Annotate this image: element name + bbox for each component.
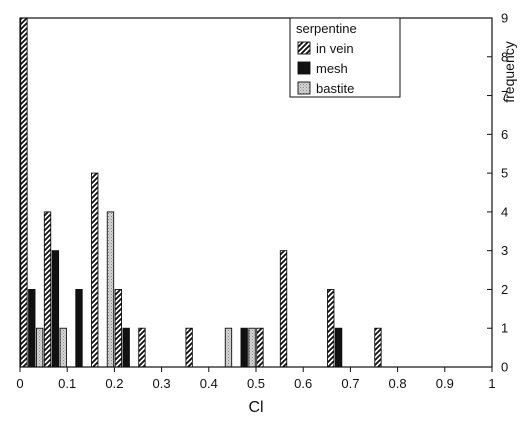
x-tick-label: 0: [16, 376, 23, 391]
bar-in-vein-1: [43, 211, 52, 368]
x-tick-label: 0.5: [247, 376, 265, 391]
legend-swatch-mesh: [297, 61, 311, 75]
legend-swatch-bastite: [297, 81, 311, 95]
bar-bastite-3: [224, 327, 233, 368]
bar-bastite-2: [106, 211, 115, 368]
x-tick-label: 0.4: [200, 376, 218, 391]
x-tick-label: 0.1: [58, 376, 76, 391]
y-axis-label: frequency: [501, 41, 517, 102]
y-axis-ticks: 0 1 2 3 4 5 6 7 8 9: [487, 11, 508, 375]
bar-in-vein-0: [20, 17, 28, 368]
x-tick-label: 1: [488, 376, 495, 391]
legend-label-bastite: bastite: [316, 81, 354, 96]
bar-in-vein-2: [91, 172, 99, 368]
y-tick-label: 8: [501, 49, 508, 64]
y-tick-label: 0: [501, 360, 508, 375]
bar-in-vein-7: [279, 250, 288, 368]
x-tick-label: 0.2: [105, 376, 123, 391]
x-axis-ticks: 0 0.1 0.2 0.3 0.4 0.5 0.6 0.7 0.8 0.9 1: [16, 367, 496, 391]
legend-title: serpentine: [296, 21, 357, 36]
bar-in-vein-9: [374, 327, 382, 368]
x-tick-label: 0.9: [436, 376, 454, 391]
legend-swatch-in-vein: [297, 41, 311, 55]
bar-in-vein-8: [327, 288, 335, 368]
bar-mesh-5: [334, 327, 343, 368]
bar-mesh-3: [122, 327, 130, 368]
bar-bastite-0: [35, 327, 44, 368]
y-tick-label: 5: [501, 166, 508, 181]
plot-frame: [19, 17, 493, 368]
legend-label-mesh: mesh: [316, 61, 348, 76]
bar-in-vein-3: [114, 288, 123, 368]
bar-mesh-4: [240, 327, 248, 368]
legend-items: in vein mesh bastite: [297, 41, 354, 96]
y-tick-label: 1: [501, 321, 508, 336]
bars-group: [20, 17, 382, 368]
x-tick-label: 0.8: [389, 376, 407, 391]
x-tick-label: 0.3: [153, 376, 171, 391]
x-tick-label: 0.7: [341, 376, 359, 391]
bar-mesh-2: [75, 288, 83, 368]
bar-in-vein-6: [256, 327, 264, 368]
bar-bastite-1: [59, 327, 67, 368]
y-tick-label: 2: [501, 282, 508, 297]
y-tick-label: 3: [501, 243, 508, 258]
bar-in-vein-4: [138, 327, 146, 368]
legend: serpentine in vein mesh bastite: [289, 17, 401, 98]
x-axis-label: Cl: [248, 399, 263, 416]
y-tick-label: 4: [501, 204, 508, 219]
legend-label-in-vein: in vein: [316, 41, 354, 56]
y-tick-label: 9: [501, 11, 508, 26]
y-tick-label: 7: [501, 88, 508, 103]
bar-in-vein-5: [185, 327, 193, 368]
bar-mesh-1: [51, 250, 60, 368]
x-tick-label: 0.6: [294, 376, 312, 391]
bar-mesh-0: [28, 288, 36, 368]
bar-bastite-4: [248, 327, 256, 368]
y-tick-label: 6: [501, 127, 508, 142]
